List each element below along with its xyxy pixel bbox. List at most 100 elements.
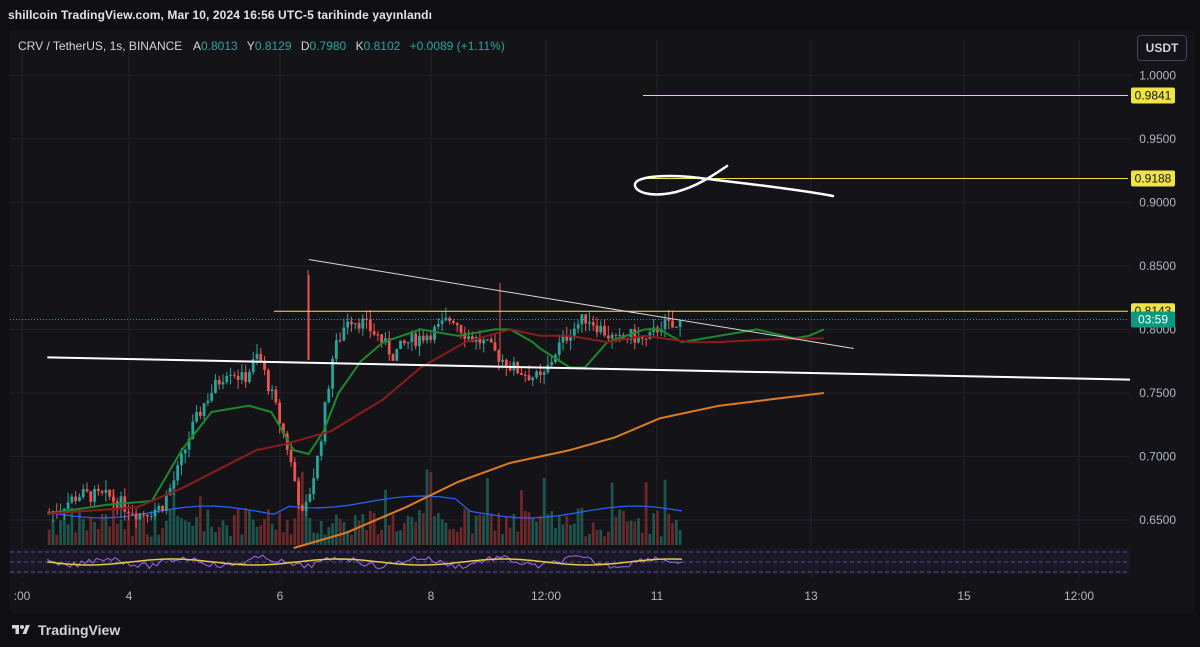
volume-bar	[429, 472, 433, 545]
countdown-tag	[1131, 311, 1175, 328]
candle-body	[112, 496, 115, 502]
candle-body	[342, 327, 346, 341]
volume-bar	[62, 507, 66, 545]
candle-body	[470, 336, 474, 342]
candle-body	[255, 353, 259, 360]
candle-body	[168, 487, 172, 495]
volume-bar	[395, 531, 399, 545]
volume-bar	[625, 521, 629, 545]
footer-brand-text: TradingView	[38, 622, 121, 638]
candle-body	[569, 337, 572, 341]
candle-body	[368, 319, 372, 332]
currency-button[interactable]: USDT	[1137, 35, 1187, 61]
candle-body	[603, 325, 606, 336]
volume-bar	[263, 518, 266, 545]
volume-bar	[591, 522, 595, 545]
volume-bar	[289, 534, 293, 545]
volume-bar	[195, 516, 198, 545]
volume-bar	[656, 510, 659, 545]
candle-body	[149, 516, 153, 518]
candle-body	[637, 336, 640, 343]
oscillator-pane	[10, 549, 1130, 574]
volume-bar	[85, 530, 89, 545]
candle-body	[580, 314, 584, 325]
volume-bar	[164, 520, 168, 545]
volume-bar	[198, 496, 202, 545]
volume-bar	[217, 527, 221, 545]
candle-body	[202, 403, 206, 416]
candle-body	[599, 325, 603, 333]
candle-body	[164, 494, 168, 511]
volume-bar	[402, 522, 406, 545]
candle-body	[210, 392, 214, 401]
volume-bar	[115, 523, 119, 545]
volume-bar	[569, 524, 572, 545]
time-tick-label: 13	[804, 589, 818, 603]
volume-bar	[130, 535, 134, 545]
volume-bar	[380, 529, 384, 545]
volume-bar	[334, 514, 338, 545]
volume-bar	[202, 531, 206, 545]
time-tick-label: 12:00	[1064, 589, 1094, 603]
candle-body	[214, 379, 217, 393]
time-tick-label: 12:00	[531, 589, 561, 603]
volume-bar	[59, 520, 62, 545]
volume-bar	[89, 516, 93, 545]
volume-bar	[78, 509, 81, 545]
candle-body	[372, 331, 376, 335]
price-tick-label: 0.7500	[1139, 386, 1176, 400]
volume-bar	[463, 508, 467, 545]
volume-bar	[357, 520, 361, 545]
candle-body	[289, 449, 293, 463]
volume-bar	[248, 509, 251, 545]
time-tick-label: 4	[126, 589, 133, 603]
volume-bar	[572, 523, 576, 545]
candle-body	[161, 505, 164, 511]
volume-bar	[467, 509, 470, 545]
volume-bar	[399, 530, 402, 545]
volume-bar	[376, 534, 380, 545]
volume-bar	[421, 513, 425, 545]
candle-body	[319, 441, 323, 456]
candle-body	[557, 342, 561, 355]
oscillator-signal-line	[47, 558, 683, 566]
volume-bar	[365, 530, 368, 545]
candle-body	[606, 335, 610, 339]
candle-body	[455, 323, 459, 326]
candle-body	[633, 328, 637, 343]
volume-bar	[663, 479, 667, 545]
volume-bar	[304, 509, 308, 545]
candle-body	[365, 318, 368, 320]
candle-body	[172, 480, 176, 488]
volume-bar	[96, 529, 100, 545]
volume-bar	[436, 512, 440, 545]
candle-body	[346, 321, 350, 328]
candle-body	[497, 350, 501, 362]
price-tick-label: 0.9000	[1139, 195, 1176, 209]
volume-bar	[210, 526, 214, 545]
candle-body	[89, 491, 93, 502]
candle-body	[640, 336, 644, 339]
volume-bar	[576, 508, 580, 545]
candle-body	[418, 335, 421, 347]
volume-bar	[236, 508, 240, 545]
candles	[47, 270, 682, 528]
volume-bar	[659, 536, 663, 545]
candle-body	[353, 323, 357, 325]
candle-body	[402, 340, 406, 344]
volume-bar	[350, 534, 353, 545]
volume-bar	[618, 509, 622, 545]
time-tick-label: 6	[277, 589, 284, 603]
candle-body	[429, 335, 433, 340]
volume-bar	[410, 517, 414, 545]
volume-bar	[470, 533, 474, 545]
volume-bar	[55, 534, 59, 545]
candle-body	[217, 379, 221, 385]
oscillator-line	[47, 554, 683, 570]
chart-grid	[10, 40, 1130, 578]
volume-bar	[319, 521, 323, 545]
volume-bar	[482, 515, 486, 545]
candle-body	[508, 367, 512, 371]
volume-bar	[274, 529, 278, 545]
